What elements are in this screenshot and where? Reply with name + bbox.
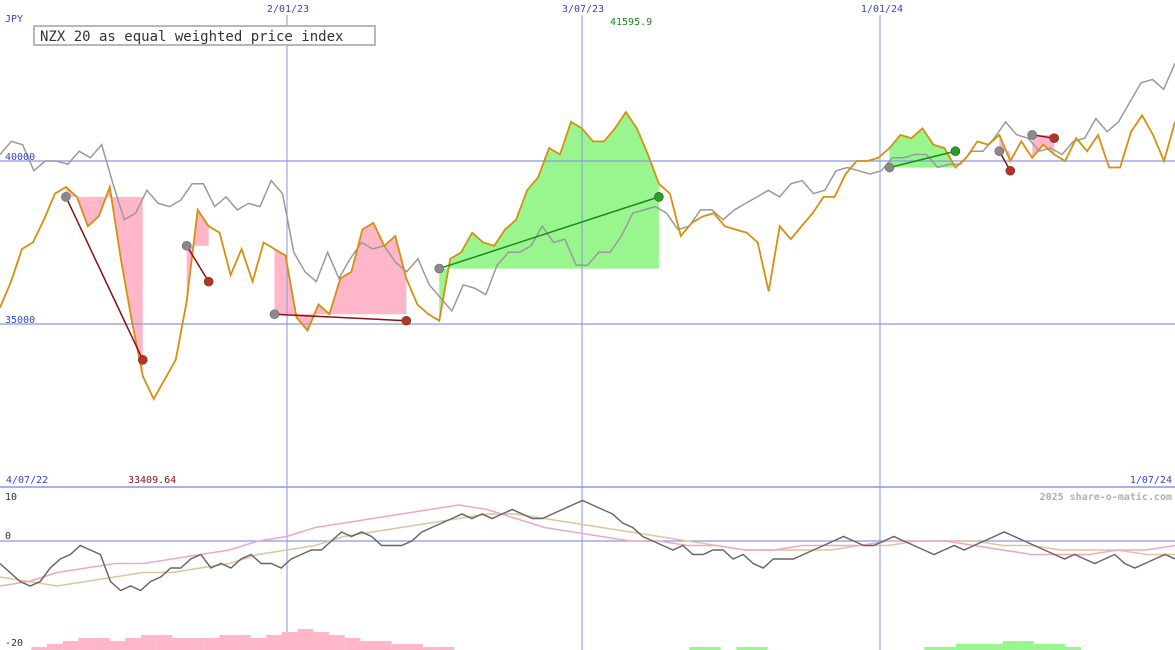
x-tick-label-2: 1/01/24 (861, 4, 903, 15)
chart-title-box: NZX 20 as equal weighted price index (33, 25, 376, 46)
osc-line-signal-pink (0, 504, 1175, 587)
osc-histogram-bar-28 (438, 647, 455, 650)
osc-histogram-bar-12 (188, 638, 204, 650)
trade-exit-marker-6 (1049, 133, 1060, 143)
osc-histogram-bar-23 (360, 641, 376, 650)
price-index-line (0, 110, 1175, 401)
osc-histogram-bar-24 (376, 641, 392, 650)
osc-histogram-bar-64 (1002, 641, 1019, 650)
osc-histogram-bar-47 (736, 647, 752, 650)
trade-entry-marker-1 (181, 240, 192, 251)
osc-histogram-bar-18 (282, 632, 298, 650)
trade-shade-3 (439, 112, 659, 321)
oscillator-panel (0, 499, 1175, 650)
trade-line-2 (274, 313, 407, 322)
osc-histogram-bar-14 (219, 635, 235, 650)
osc-histogram-bar-27 (423, 647, 439, 650)
max-value-label: 41595.9 (610, 17, 652, 28)
osc-histogram-bar-48 (752, 647, 768, 650)
trade-exit-marker-3 (654, 192, 664, 202)
osc-histogram-bar-8 (125, 638, 141, 650)
osc-histogram-bar-10 (156, 635, 173, 650)
osc-histogram-bar-63 (987, 644, 1003, 650)
trade-line-1 (186, 245, 210, 283)
osc-histogram-bar-59 (924, 647, 940, 650)
osc-histogram-bar-16 (250, 638, 267, 650)
trade-exit-marker-2 (401, 315, 412, 326)
osc-histogram-bar-2 (31, 647, 47, 650)
osc-histogram-bar-15 (235, 635, 251, 650)
osc-histogram-bar-9 (141, 635, 157, 650)
trade-entry-marker-5 (994, 146, 1005, 157)
axis-text-layer: JPY 2/01/23 3/07/23 1/01/24 41595.9 4000… (5, 4, 1172, 649)
trade-entry-marker-2 (269, 309, 280, 320)
osc-histogram-bar-17 (266, 635, 282, 650)
trade-exit-marker-0 (137, 355, 148, 365)
trade-entry-marker-4 (884, 162, 895, 173)
osc-line-signal-tan (0, 513, 1175, 587)
osc-y-tick-label-10: 10 (5, 492, 17, 503)
osc-histogram-bar-62 (971, 644, 987, 650)
trade-line-4 (889, 150, 956, 169)
osc-histogram-bar-67 (1049, 644, 1066, 650)
series-layer (0, 62, 1175, 401)
x-tick-label-0: 2/01/23 (267, 4, 309, 15)
osc-histogram-bar-45 (705, 647, 721, 650)
osc-histogram-bar-11 (172, 638, 188, 650)
osc-histogram-bar-61 (955, 644, 972, 650)
trade-entry-marker-3 (434, 263, 445, 274)
osc-histogram-bar-22 (344, 638, 361, 650)
x-range-start-label: 4/07/22 (6, 475, 48, 486)
y-tick-label-40000: 40000 (5, 152, 35, 163)
trade-entry-marker-0 (61, 192, 71, 202)
trade-shade-0 (65, 187, 143, 377)
y-tick-label-35000: 35000 (5, 315, 35, 326)
trade-exit-marker-5 (1005, 165, 1016, 176)
osc-histogram-bar-3 (47, 644, 63, 650)
osc-y-tick-label-minus20: -20 (5, 638, 23, 649)
trade-line-3 (439, 196, 660, 270)
osc-histogram-bar-20 (313, 632, 329, 650)
osc-histogram-bar-7 (109, 641, 126, 650)
watermark: 2025 share-o-matic.com (1040, 491, 1172, 503)
trade-shade-1 (186, 209, 209, 302)
x-range-end-label: 1/07/24 (1130, 475, 1172, 486)
trade-shade-6 (1032, 134, 1055, 158)
trade-shading-layer (65, 112, 1055, 377)
osc-histogram-bar-68 (1065, 647, 1081, 650)
trade-shade-4 (889, 128, 956, 168)
osc-histogram-bar-25 (391, 644, 408, 650)
compare-index-line (0, 62, 1175, 313)
x-tick-label-1: 3/07/23 (562, 4, 604, 15)
osc-y-tick-label-0: 0 (5, 531, 11, 542)
osc-line-oscillator (0, 499, 1175, 592)
trade-markers-layer (61, 130, 1060, 365)
trade-exit-marker-1 (203, 276, 214, 287)
osc-histogram-bar-19 (297, 629, 314, 650)
osc-histogram-bar-60 (940, 647, 956, 650)
trade-line-0 (65, 196, 144, 361)
osc-histogram-bar-21 (329, 635, 345, 650)
trade-shade-2 (274, 222, 407, 331)
osc-histogram-bar-13 (203, 638, 220, 650)
osc-histogram-bar-5 (78, 638, 94, 650)
osc-histogram-bar-4 (62, 641, 79, 650)
chart-title: NZX 20 as equal weighted price index (40, 29, 344, 45)
osc-histogram-bar-44 (689, 647, 705, 650)
osc-histogram-bar-66 (1034, 644, 1050, 650)
trade-exit-marker-4 (950, 146, 961, 157)
trade-entry-marker-6 (1027, 130, 1038, 140)
osc-histogram-bar-65 (1018, 641, 1034, 650)
osc-histogram-bar-6 (94, 638, 110, 650)
osc-histogram-bar-26 (407, 644, 423, 650)
currency-label: JPY (5, 14, 23, 25)
grid-layer (0, 15, 1175, 650)
min-value-label: 33409.64 (128, 475, 176, 486)
